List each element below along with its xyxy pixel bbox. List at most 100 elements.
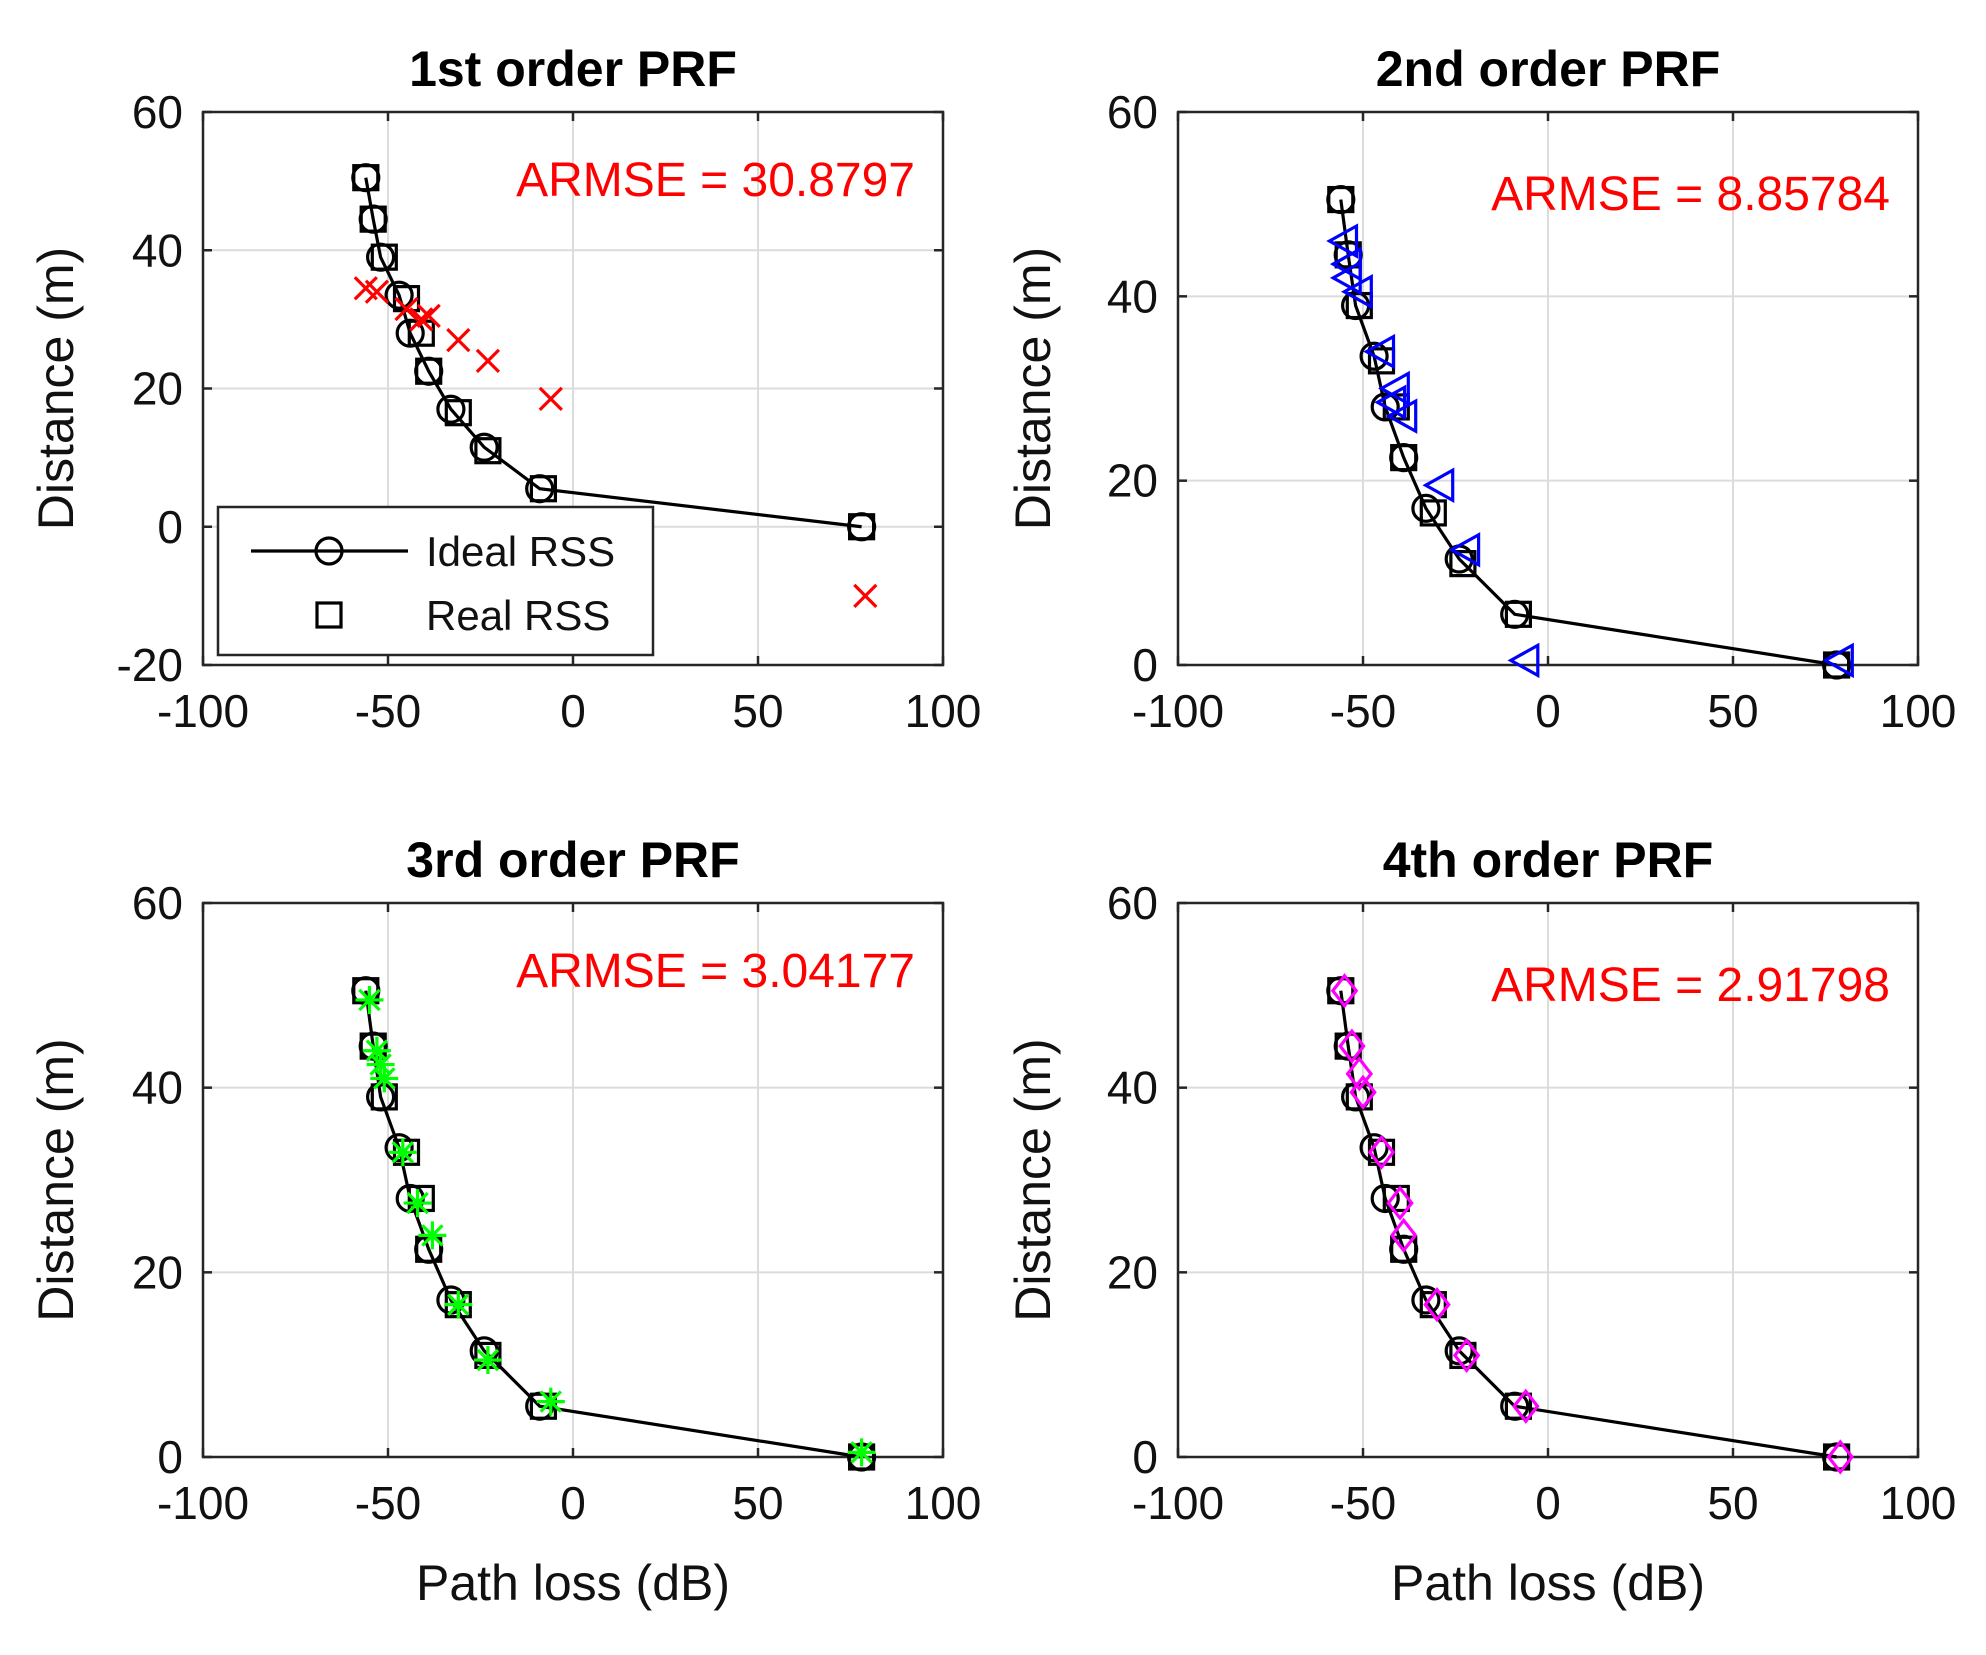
series-line xyxy=(1339,199,1837,667)
series-3rd-order-prf xyxy=(355,985,876,1467)
data-point xyxy=(1349,1074,1377,1110)
data-point xyxy=(370,1064,399,1093)
chart-title: 1st order PRF xyxy=(409,41,737,97)
data-point xyxy=(1411,1285,1441,1315)
legend-label-ideal: Ideal RSS xyxy=(426,528,615,575)
x-tick-label: 100 xyxy=(905,685,982,737)
data-point xyxy=(1386,1185,1414,1221)
panel-3rd-order: -100 -50 0 50 100 0 20 40 60 3rd order PRF Distanc… xyxy=(28,832,981,1611)
y-tick-label: 40 xyxy=(132,224,183,276)
data-point xyxy=(538,386,563,412)
y-tick-label: 40 xyxy=(1107,1062,1158,1114)
data-point xyxy=(529,475,558,503)
data-point xyxy=(474,437,502,465)
series-real-rss xyxy=(352,164,876,541)
x-tick-label: 0 xyxy=(1535,1477,1561,1529)
x-tick-label: -100 xyxy=(157,685,249,737)
data-point xyxy=(355,985,384,1014)
data-point xyxy=(416,303,441,329)
data-point xyxy=(384,1133,414,1163)
legend: Ideal RSS Real RSS xyxy=(216,505,655,657)
data-point xyxy=(394,296,419,322)
x-tick-label: -50 xyxy=(1330,685,1396,737)
legend-marker-ideal xyxy=(314,536,344,566)
y-axis-label: Distance (m) xyxy=(28,1038,84,1321)
series-1st-order-prf xyxy=(353,276,878,609)
data-point xyxy=(853,583,878,609)
x-tick-label: 0 xyxy=(1535,685,1561,737)
x-tick-label: -50 xyxy=(355,685,421,737)
x-tick-label: -100 xyxy=(1132,1477,1224,1529)
data-point xyxy=(1363,333,1396,370)
data-point xyxy=(352,164,380,192)
data-point xyxy=(1385,398,1418,434)
data-point xyxy=(847,1438,876,1467)
x-axis-label: Path loss (dB) xyxy=(1391,1555,1705,1611)
y-tick-label: 60 xyxy=(1107,86,1158,138)
data-point xyxy=(1390,444,1418,472)
data-point xyxy=(1411,493,1441,523)
legend-marker-real xyxy=(315,601,343,629)
y-axis-label: Distance (m) xyxy=(1005,247,1061,530)
data-point xyxy=(446,327,471,353)
data-point xyxy=(364,279,390,304)
y-tick-label: 60 xyxy=(132,877,183,929)
legend-box xyxy=(216,505,655,657)
y-tick-label: 20 xyxy=(1107,455,1158,507)
data-point xyxy=(1367,1134,1396,1170)
series-line xyxy=(364,177,862,529)
data-point xyxy=(1452,1337,1481,1374)
x-tick-label: 100 xyxy=(1880,685,1957,737)
data-point xyxy=(1512,1388,1540,1424)
data-point xyxy=(469,432,499,462)
data-point xyxy=(1822,642,1854,679)
x-tick-label: 0 xyxy=(560,1477,586,1529)
data-point xyxy=(362,1036,391,1065)
chart-title: 3rd order PRF xyxy=(406,832,739,888)
data-point xyxy=(1378,370,1410,407)
data-point xyxy=(444,1290,473,1319)
x-tick-label: -100 xyxy=(1132,685,1224,737)
data-point xyxy=(1327,185,1355,214)
chart-title: 2nd order PRF xyxy=(1376,41,1720,97)
data-point xyxy=(1359,1133,1389,1163)
x-tick-label: -100 xyxy=(157,1477,249,1529)
data-point xyxy=(1345,1056,1374,1092)
x-tick-label: 0 xyxy=(560,685,586,737)
data-point xyxy=(1448,532,1481,568)
x-tick-label: 50 xyxy=(732,1477,783,1529)
y-tick-label: 60 xyxy=(132,86,183,138)
y-tick-label: 40 xyxy=(132,1062,183,1114)
y-tick-label: 20 xyxy=(132,363,183,415)
data-point xyxy=(475,348,501,373)
y-tick-label: 0 xyxy=(157,1431,183,1483)
data-point xyxy=(384,280,414,310)
data-point xyxy=(370,243,398,271)
y-axis-label: Distance (m) xyxy=(28,247,84,530)
data-point xyxy=(1359,341,1389,371)
y-tick-label: 0 xyxy=(157,501,183,553)
data-point xyxy=(1423,1287,1451,1323)
x-tick-label: -50 xyxy=(1330,1477,1396,1529)
y-tick-label: 0 xyxy=(1132,639,1158,691)
data-point xyxy=(388,1138,417,1167)
data-point xyxy=(1389,1217,1418,1254)
y-tick-label: 20 xyxy=(132,1246,183,1298)
data-point xyxy=(536,1387,565,1416)
armse-annotation: ARMSE = 2.91798 xyxy=(1491,959,1890,1012)
data-point xyxy=(407,1184,435,1213)
x-tick-label: 50 xyxy=(1707,685,1758,737)
armse-annotation: ARMSE = 30.8797 xyxy=(516,154,915,207)
panel-4th-order: -100 -50 0 50 100 0 20 40 60 4th order PRF Distanc… xyxy=(1005,832,1956,1611)
data-point xyxy=(1390,1235,1418,1263)
y-axis-label: Distance (m) xyxy=(1005,1038,1061,1321)
data-point xyxy=(1329,260,1362,296)
data-point xyxy=(1338,1028,1366,1064)
panel-1st-order: -100 -50 0 50 100 -20 0 20 40 60 1st order PRF Dist… xyxy=(28,41,981,737)
data-point xyxy=(847,513,876,541)
x-tick-label: 100 xyxy=(905,1477,982,1529)
data-point xyxy=(1374,384,1407,421)
data-point xyxy=(1341,274,1373,310)
armse-annotation: ARMSE = 8.85784 xyxy=(1491,168,1890,221)
